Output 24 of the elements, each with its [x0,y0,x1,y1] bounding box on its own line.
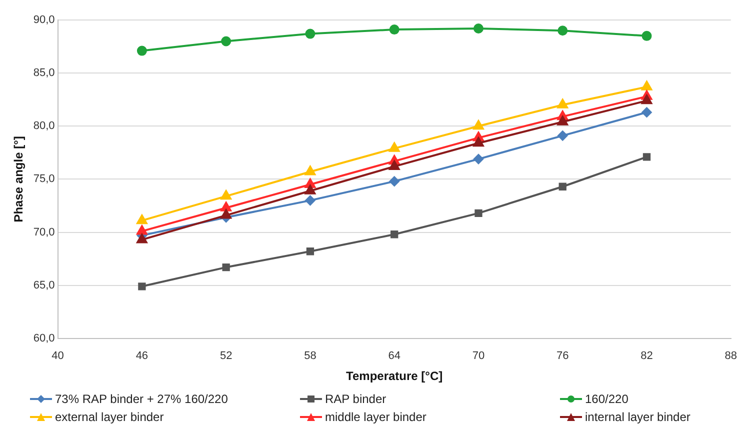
legend-label: 160/220 [585,392,628,406]
x-tick-label: 70 [472,350,485,362]
x-tick-label: 58 [304,350,316,362]
x-tick-label: 40 [52,350,64,362]
y-tick-label: 60,0 [33,332,55,344]
legend-label: middle layer binder [325,410,426,424]
y-tick-label: 90,0 [33,14,55,26]
x-tick-label: 88 [724,350,738,362]
y-tick-label: 65,0 [33,279,55,292]
y-axis-title: Phase angle [°] [12,136,26,222]
x-tick-label: 82 [640,350,653,362]
y-tick-label: 80,0 [33,120,55,132]
legend-label: internal layer binder [585,410,690,424]
x-tick-label: 64 [388,350,400,362]
legend-label: external layer binder [55,410,164,424]
x-axis-title: Temperature [°C] [346,369,443,384]
y-tick-label: 85,0 [33,67,55,80]
y-tick-label: 70,0 [33,226,55,238]
legend-label: 73% RAP binder + 27% 160/220 [55,392,228,406]
x-tick-label: 52 [220,350,232,362]
y-tick-label: 75,0 [33,173,55,186]
legend-label: RAP binder [325,392,386,406]
x-tick-label: 76 [556,350,569,362]
x-tick-label: 46 [136,350,148,362]
